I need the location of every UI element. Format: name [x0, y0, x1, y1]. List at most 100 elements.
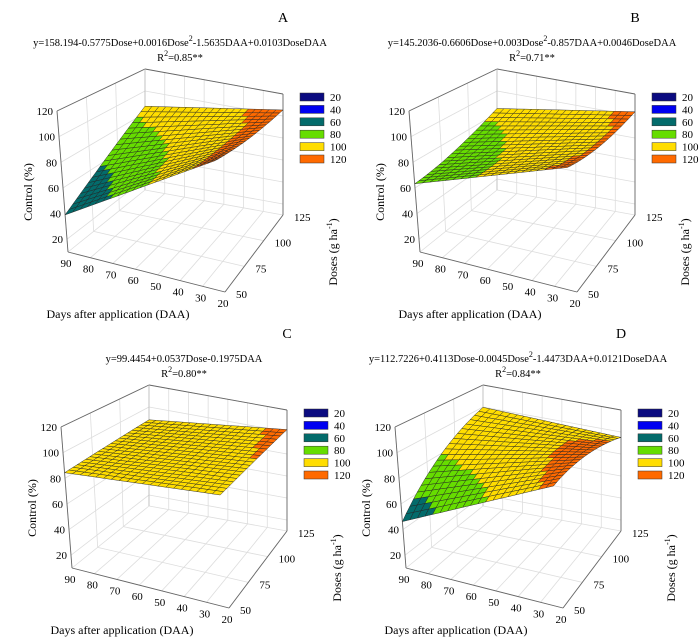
floor-gridline	[179, 207, 244, 281]
legend-label: 80	[682, 129, 694, 141]
x-axis-line	[419, 251, 578, 293]
x-tick-label: 30	[199, 608, 211, 620]
floor-gridline	[482, 505, 622, 532]
legend-swatch	[303, 408, 329, 418]
floor-gridline	[116, 512, 189, 580]
r-squared: R2=0.85**	[157, 49, 203, 64]
y-tick-label: 50	[236, 289, 248, 301]
y-axis-title-close: )	[664, 534, 678, 538]
y-axis-title-close: )	[326, 218, 340, 222]
back-wall-gridline	[496, 178, 636, 205]
floor-gridline	[93, 230, 245, 267]
x-tick-label: 50	[154, 597, 166, 609]
z-tick-label: 40	[388, 525, 400, 537]
x-axis-line	[67, 251, 226, 293]
y-axis-title-text: Doses (g ha	[678, 228, 692, 285]
z-axis-line	[60, 426, 73, 569]
y-axis-title-text: Doses (g ha	[330, 544, 344, 601]
floor-gridline	[471, 210, 616, 242]
y-tick-label: 75	[255, 263, 266, 275]
x-tick-label: 20	[570, 298, 582, 310]
x-tick-label: 70	[457, 269, 469, 281]
x-tick-label: 50	[488, 597, 500, 609]
r-squared-sup: 2	[168, 365, 172, 374]
panel-label: C	[282, 327, 291, 342]
side-wall-gridline	[85, 96, 95, 232]
legend-swatch	[299, 129, 325, 139]
equation: y=99.4454+0.0537Dose-0.1975DAA	[106, 354, 263, 365]
legend-label: 20	[682, 92, 694, 104]
z-tick-label: 80	[50, 473, 62, 485]
floor-gridline	[509, 204, 577, 276]
floor-gridline	[517, 523, 582, 597]
z-axis-title: Control (%)	[25, 479, 39, 537]
r-squared: R2=0.84**	[495, 365, 541, 380]
box-edge	[394, 384, 484, 428]
z-tick-label: 20	[390, 550, 402, 562]
r-squared-sup: 2	[164, 49, 168, 58]
equation: y=112.7226+0.4113Dose-0.0045Dose2-1.4473…	[369, 350, 668, 365]
legend-label: 60	[682, 117, 694, 129]
surface-cell	[545, 481, 558, 489]
x-tick-label: 30	[547, 292, 559, 304]
floor-gridline	[135, 200, 205, 270]
panel-label: A	[278, 11, 289, 26]
equation-text-rest: -0.857DAA+0.0046DoseDAA	[547, 38, 676, 49]
floor-gridline	[540, 527, 602, 603]
floor-gridline	[419, 189, 498, 253]
z-tick-label: 120	[37, 106, 54, 118]
legend-swatch	[303, 421, 329, 430]
r-squared-text: R	[509, 53, 516, 64]
equation-text-rest: -1.5635DAA+0.0103DoseDAA	[193, 38, 328, 49]
legend-swatch	[637, 458, 663, 467]
x-axis-title: Days after application (DAA)	[399, 307, 542, 321]
box-edge	[482, 384, 622, 411]
legend-swatch	[303, 445, 329, 455]
legend-swatch	[637, 421, 663, 430]
legend-swatch	[637, 408, 663, 418]
x-tick-label: 70	[105, 269, 117, 281]
box-edge	[496, 68, 636, 95]
x-tick-label: 70	[443, 585, 455, 597]
surface-cell	[559, 165, 572, 169]
legend-swatch	[303, 458, 329, 467]
equation-text: y=145.2036-0.6606Dose+0.003Dose	[388, 38, 544, 49]
back-wall-gridline	[148, 494, 288, 521]
legend-swatch	[651, 92, 677, 102]
z-axis-title: Control (%)	[21, 163, 35, 221]
legend-swatch	[303, 433, 329, 443]
y-axis-line	[562, 530, 622, 609]
floor-gridline	[157, 204, 225, 276]
r-squared-sup: 2	[502, 365, 506, 374]
floor-gridline	[112, 196, 185, 264]
floor-gridline	[148, 505, 288, 532]
r-squared-value: =0.84**	[506, 369, 541, 380]
legend-label: 120	[334, 470, 351, 482]
x-tick-label: 90	[399, 574, 411, 586]
y-axis-title-close: )	[330, 534, 344, 538]
z-axis-title: Control (%)	[373, 163, 387, 221]
legend-label: 20	[334, 408, 346, 420]
legend-label: 80	[668, 445, 680, 457]
x-tick-label: 20	[218, 298, 230, 310]
side-wall-gridline	[58, 90, 146, 137]
y-tick-label: 125	[298, 528, 315, 540]
floor-gridline	[464, 196, 537, 264]
legend-label: 20	[330, 92, 342, 104]
z-tick-label: 120	[41, 422, 58, 434]
z-tick-label: 100	[43, 448, 60, 460]
x-tick-label: 40	[511, 603, 522, 615]
panel-label: B	[630, 11, 639, 26]
floor-gridline	[554, 211, 616, 287]
side-wall-gridline	[418, 178, 498, 240]
r-squared-sup: 2	[516, 49, 520, 58]
x-tick-label: 90	[65, 574, 77, 586]
x-tick-label: 40	[173, 287, 185, 299]
legend-label: 120	[668, 470, 685, 482]
x-tick-label: 40	[525, 287, 537, 299]
legend-swatch	[299, 92, 325, 102]
z-tick-label: 60	[400, 183, 412, 195]
box-edge	[56, 68, 146, 112]
